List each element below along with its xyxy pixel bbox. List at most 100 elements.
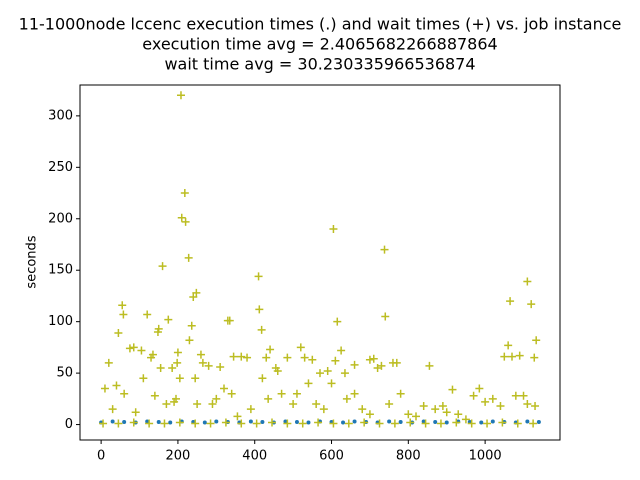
- wait-point: [181, 217, 190, 226]
- wait-point: [153, 327, 162, 336]
- wait-point: [175, 418, 184, 427]
- wait-point: [431, 405, 440, 414]
- wait-point: [104, 358, 113, 367]
- wait-point: [314, 418, 323, 427]
- wait-point: [385, 399, 394, 408]
- wait-point: [229, 352, 238, 361]
- x-tick-label: 800: [396, 449, 421, 464]
- wait-point: [504, 341, 513, 350]
- wait-point: [358, 405, 367, 414]
- wait-point: [150, 391, 159, 400]
- wait-point: [277, 389, 286, 398]
- wait-point: [312, 399, 321, 408]
- chart-subtitle: execution time avg = 2.4065682266887864: [142, 35, 497, 54]
- wait-point: [273, 367, 282, 376]
- execution-point: [306, 420, 311, 425]
- execution-point: [110, 419, 115, 424]
- execution-point: [479, 420, 484, 425]
- wait-point: [327, 379, 336, 388]
- wait-point: [206, 419, 215, 428]
- wait-point: [129, 418, 138, 427]
- wait-point: [304, 379, 313, 388]
- wait-point: [185, 336, 194, 345]
- wait-point: [442, 408, 451, 417]
- wait-point: [396, 389, 405, 398]
- y-axis-label: seconds: [25, 235, 40, 288]
- execution-point: [352, 419, 357, 424]
- wait-point: [300, 353, 309, 362]
- execution-point: [490, 419, 495, 424]
- wait-point: [187, 321, 196, 330]
- wait-point: [425, 361, 434, 370]
- wait-point: [508, 352, 516, 361]
- wait-point: [461, 415, 470, 424]
- y-tick-label: 50: [56, 366, 73, 381]
- y-tick-label: 100: [48, 314, 73, 329]
- wait-point: [454, 410, 463, 419]
- wait-point: [365, 355, 374, 364]
- wait-point: [118, 301, 127, 310]
- wait-point: [112, 381, 121, 390]
- wait-point: [173, 348, 182, 357]
- wait-point: [177, 213, 186, 222]
- wait-point: [392, 358, 401, 367]
- wait-point: [125, 344, 134, 353]
- wait-point: [381, 312, 390, 321]
- wait-point: [523, 399, 532, 408]
- wait-point: [331, 356, 340, 365]
- wait-point: [131, 408, 140, 417]
- wait-point: [340, 369, 349, 378]
- wait-point: [296, 343, 305, 352]
- wait-point: [483, 419, 492, 428]
- wait-point: [530, 353, 539, 362]
- wait-point: [350, 389, 359, 398]
- x-tick-label: 600: [319, 449, 344, 464]
- wait-point: [519, 391, 528, 400]
- x-tick-label: 1000: [469, 449, 502, 464]
- wait-point: [189, 292, 198, 301]
- wait-point: [496, 402, 505, 411]
- wait-point: [337, 346, 346, 355]
- wait-point: [448, 385, 457, 394]
- wait-point: [404, 410, 413, 419]
- wait-point: [262, 353, 271, 362]
- wait-point: [500, 352, 509, 361]
- wait-point: [513, 419, 522, 428]
- wait-point: [221, 418, 230, 427]
- wait-point: [350, 360, 359, 369]
- wait-point: [198, 358, 207, 367]
- wait-point: [139, 374, 148, 383]
- wait-point: [252, 419, 261, 428]
- wait-point: [223, 316, 232, 325]
- wait-point: [452, 418, 461, 427]
- wait-point: [233, 412, 242, 421]
- wait-point: [511, 391, 520, 400]
- execution-point: [341, 420, 346, 425]
- wait-point: [175, 374, 184, 383]
- execution-point: [283, 419, 288, 424]
- wait-point: [180, 189, 189, 198]
- wait-point: [467, 419, 476, 428]
- execution-point: [294, 419, 299, 424]
- wait-point: [436, 419, 445, 428]
- wait-point: [216, 362, 225, 371]
- wait-point: [333, 317, 342, 326]
- wait-point: [481, 397, 490, 406]
- wait-point: [173, 358, 182, 367]
- wait-point: [99, 419, 108, 428]
- wait-point: [264, 394, 273, 403]
- wait-point: [298, 419, 307, 428]
- execution-point: [525, 419, 530, 424]
- execution-point: [536, 419, 541, 424]
- wait-point: [148, 350, 157, 359]
- x-tick-label: 200: [166, 449, 191, 464]
- execution-point: [387, 419, 392, 424]
- wait-point: [208, 399, 217, 408]
- wait-point: [160, 419, 169, 428]
- wait-point: [145, 419, 154, 428]
- wait-point: [114, 328, 123, 337]
- execution-point: [260, 419, 265, 424]
- wait-point: [191, 374, 200, 383]
- chart-title: 11-1000node lccenc execution times (.) a…: [19, 15, 622, 34]
